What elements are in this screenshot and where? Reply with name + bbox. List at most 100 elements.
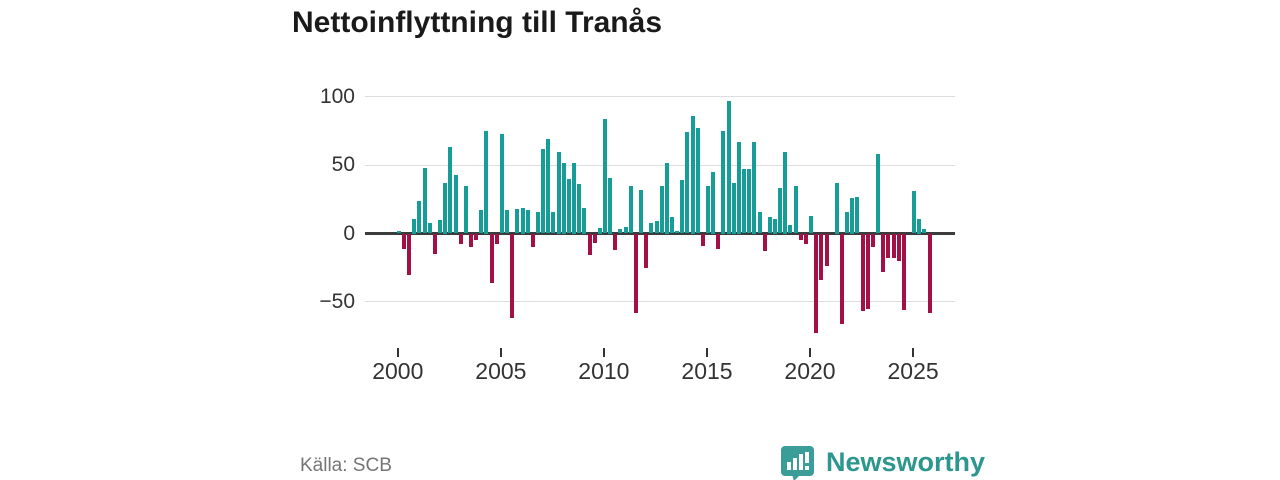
bar-2015-q3	[716, 233, 721, 249]
y-axis-label: 0	[343, 221, 355, 245]
bar-2008-q3	[572, 162, 576, 234]
bar-2002-q1	[438, 219, 442, 234]
bar-2006-q1	[520, 207, 525, 234]
bar-2002-q3	[448, 147, 453, 234]
bar-2017-q2	[752, 142, 757, 234]
bar-2011-q4	[639, 189, 643, 234]
bar-2001-q1	[417, 200, 422, 234]
bar-2009-q3	[592, 233, 597, 244]
x-axis-label: 2000	[372, 358, 424, 384]
bar-2022-q3	[860, 233, 865, 312]
bar-2003-q3	[468, 233, 473, 248]
bar-2005-q1	[499, 133, 504, 234]
bar-2000-q1	[396, 230, 401, 234]
bar-2009-q4	[597, 228, 602, 234]
bar-2015-q1	[706, 185, 710, 234]
bar-2005-q2	[505, 210, 509, 234]
y-axis-label: 100	[319, 84, 355, 108]
bar-2000-q2	[402, 233, 406, 249]
bar-2007-q4	[556, 151, 561, 234]
bar-2014-q3	[695, 128, 700, 234]
bar-2023-q1	[870, 233, 875, 248]
bar-2018-q2	[773, 218, 777, 234]
gridline-y50	[365, 164, 955, 166]
bar-2001-q3	[427, 222, 432, 234]
x-axis-label: 2025	[887, 358, 939, 384]
x-axis-label: 2005	[475, 358, 527, 384]
bar-2005-q3	[510, 233, 515, 319]
bar-2022-q2	[855, 196, 860, 234]
chart-title: Nettoinflyttning till Tranås	[292, 6, 663, 39]
bar-2003-q4	[474, 233, 479, 241]
zero-axis-line	[365, 232, 955, 235]
bar-2003-q1	[458, 233, 463, 245]
bar-2006-q2	[525, 210, 530, 234]
bar-2000-q3	[407, 233, 412, 275]
bar-2021-q3	[840, 233, 844, 324]
bar-2020-q2	[814, 233, 819, 334]
bar-2001-q4	[432, 233, 437, 254]
bar-2015-q2	[711, 172, 716, 234]
bar-2023-q4	[886, 233, 891, 259]
bar-2005-q4	[515, 208, 520, 234]
bar-2025-q1	[912, 191, 917, 234]
bar-2003-q2	[463, 185, 468, 234]
x-axis-label: 2015	[681, 358, 733, 384]
bar-2021-q2	[834, 183, 839, 234]
bar-2023-q2	[876, 154, 880, 234]
bar-2024-q2	[896, 233, 901, 261]
bar-2023-q3	[881, 233, 886, 272]
x-axis-label: 2020	[784, 358, 836, 384]
bar-2016-q2	[731, 183, 736, 234]
bar-2018-q4	[783, 151, 788, 234]
newsworthy-bubble-chart-icon	[779, 444, 816, 480]
bar-2002-q4	[453, 174, 458, 234]
bar-2012-q4	[659, 185, 664, 234]
bar-2004-q1	[479, 210, 484, 234]
bar-2017-q4	[762, 233, 767, 252]
bar-2024-q1	[891, 233, 896, 259]
newsworthy-wordmark: Newsworthy	[825, 447, 985, 477]
bar-2001-q2	[422, 167, 427, 234]
bar-2014-q1	[685, 132, 690, 234]
newsworthy-logo[interactable]: Newsworthy	[779, 444, 985, 480]
bar-2006-q4	[535, 211, 540, 234]
bar-2019-q4	[803, 233, 808, 245]
bar-2004-q4	[494, 233, 499, 245]
bar-2020-q3	[819, 233, 824, 280]
bar-2019-q3	[798, 233, 803, 241]
bar-2011-q1	[623, 226, 628, 234]
bar-2007-q2	[546, 139, 551, 234]
bar-2025-q4	[927, 233, 932, 313]
bar-2007-q3	[551, 211, 556, 234]
bar-2013-q2	[669, 217, 674, 234]
bar-2010-q3	[613, 233, 618, 250]
bar-2022-q4	[865, 233, 870, 309]
x-axis-tick	[809, 348, 811, 357]
bar-2010-q4	[618, 229, 623, 234]
bar-2008-q1	[561, 162, 566, 234]
x-axis-tick	[912, 348, 915, 357]
bar-2024-q3	[901, 233, 906, 310]
bar-2021-q4	[845, 211, 850, 234]
bar-2020-q4	[824, 233, 829, 267]
bar-2007-q1	[541, 148, 546, 234]
bar-2014-q4	[700, 233, 705, 246]
bar-2009-q2	[587, 233, 592, 256]
bar-2018-q1	[767, 217, 772, 234]
bar-2019-q2	[793, 185, 798, 234]
x-axis-tick	[499, 348, 502, 357]
bar-2013-q3	[675, 230, 680, 234]
bar-2012-q2	[649, 222, 654, 234]
bar-2013-q4	[680, 180, 685, 234]
bar-2018-q3	[778, 188, 783, 234]
bar-2006-q3	[530, 233, 535, 248]
x-axis-label: 2010	[578, 358, 630, 384]
gridline-y100	[365, 96, 955, 98]
y-axis-label: 50	[331, 153, 355, 177]
bar-2008-q4	[577, 184, 582, 234]
bar-2017-q3	[757, 211, 762, 234]
bar-2019-q1	[788, 225, 793, 234]
bar-2004-q3	[489, 233, 494, 283]
